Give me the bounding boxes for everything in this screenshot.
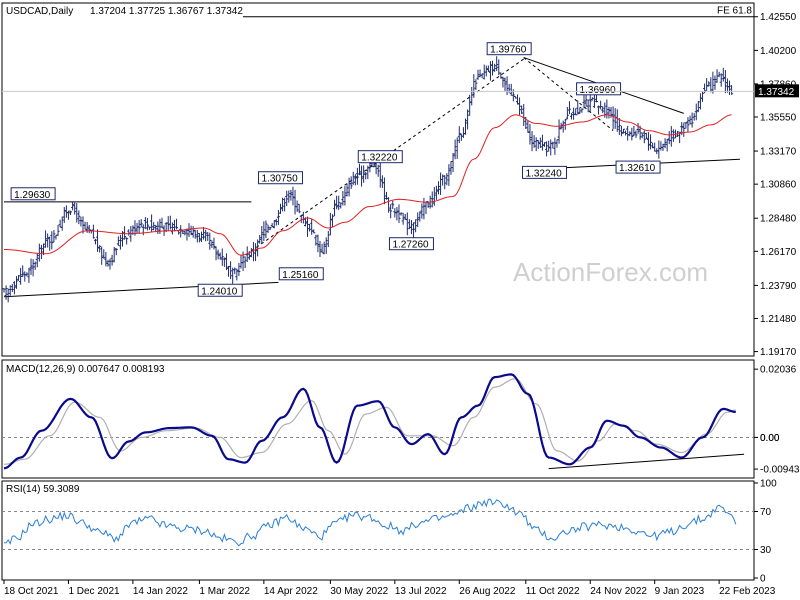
price-panel: ActionForex.com 1.425501.402001.378601.3…	[1, 2, 799, 358]
price-y-tick-label-0: 1.42550	[760, 12, 797, 23]
annotation-label-1: 1.24010	[201, 286, 238, 297]
rsi-y-axis: 100 70 30 0	[754, 479, 777, 585]
price-y-tick-label-8: 1.23790	[760, 281, 797, 292]
rsi-y-tick-label-3: 0	[760, 574, 766, 585]
x-tick-label-3: 1 Mar 2022	[199, 586, 250, 597]
header-symbol: USDCAD,Daily	[6, 6, 73, 17]
price-y-tick-label-4: 1.33170	[760, 147, 797, 158]
price-y-tick-label-5: 1.30860	[760, 180, 797, 191]
annotation-box-2	[257, 171, 303, 185]
sma-line	[4, 114, 732, 256]
x-tick-label-4: 14 Apr 2022	[264, 586, 318, 597]
macd-y-tick-label-1: 0.00	[760, 433, 780, 444]
rsi-panel: 100 70 30 0 RSI(14) 59.3089	[1, 479, 777, 585]
annotation-box-7	[522, 165, 568, 179]
x-axis: 18 Oct 2021 1 Dec 2021 14 Jan 2022 1 Mar 20…	[3, 580, 776, 597]
annotation-label-2: 1.30750	[261, 174, 298, 185]
price-y-tick-label-1: 1.40200	[760, 46, 797, 57]
annotation-label-7: 1.32240	[526, 168, 563, 179]
watermark: ActionForex.com	[513, 257, 708, 287]
header-ohlc: 1.37204 1.37725 1.36767 1.37342	[90, 6, 243, 17]
macd-signal-line	[3, 378, 736, 465]
macd-main-line	[3, 373, 736, 470]
rsi-y-tick-label-2: 30	[760, 545, 772, 556]
price-panel-frame	[1, 2, 755, 357]
price-y-tick-label-6: 1.28480	[760, 214, 797, 225]
rsi-y-tick-label-0: 100	[760, 479, 777, 490]
macd-trendline	[548, 453, 745, 470]
annotation-box-1	[197, 283, 243, 297]
x-tick-label-0: 18 Oct 2021	[4, 586, 59, 597]
annotation-label-4: 1.32220	[361, 153, 398, 164]
current-price-tag	[755, 84, 799, 98]
x-tick-label-7: 26 Aug 2022	[459, 586, 516, 597]
price-y-tick-label-7: 1.26170	[760, 247, 797, 258]
price-y-tick-label-10: 1.19170	[760, 347, 797, 358]
annotation-box-6	[486, 42, 532, 56]
macd-panel-frame	[1, 359, 755, 479]
x-tick-label-5: 30 May 2022	[330, 586, 388, 597]
macd-y-tick-label-3: -0.009438	[760, 465, 800, 476]
rsi-panel-frame	[1, 480, 755, 581]
price-y-tick-label-3: 1.35550	[760, 112, 797, 123]
rsi-y-tick-label-1: 70	[760, 507, 772, 518]
x-tick-label-11: 22 Feb 2023	[719, 586, 776, 597]
annotation-label-8: 1.36960	[580, 85, 617, 96]
x-tick-label-2: 14 Jan 2022	[133, 586, 188, 597]
trendline-4	[523, 57, 614, 131]
annotation-label-6: 1.39760	[490, 45, 527, 56]
annotation-box-0	[10, 187, 56, 201]
x-tick-label-8: 11 Oct 2022	[526, 586, 580, 597]
x-tick-label-1: 1 Dec 2021	[68, 586, 120, 597]
annotation-label-3: 1.25160	[282, 270, 319, 281]
fe-label: FE 61.8	[717, 6, 752, 17]
annotation-label-0: 1.29630	[14, 190, 51, 201]
x-tick-label-6: 13 Jul 2022	[395, 586, 447, 597]
macd-y-tick-label-2: 0.00	[760, 433, 780, 444]
annotation-box-9	[615, 160, 661, 174]
x-tick-label-10: 9 Jan 2023	[655, 586, 705, 597]
annotation-label-9: 1.32610	[619, 163, 656, 174]
rsi-title: RSI(14) 59.3089	[6, 484, 80, 495]
price-y-axis: 1.425501.402001.378601.355501.331701.308…	[754, 12, 797, 358]
price-y-tick-label-9: 1.21480	[760, 314, 797, 325]
annotation-box-4	[357, 150, 403, 164]
annotation-box-3	[278, 267, 324, 281]
price-bars	[2, 56, 734, 303]
macd-y-tick-label-0: 0.02036	[760, 365, 797, 376]
annotation-box-5	[388, 237, 434, 251]
macd-title: MACD(12,26,9) 0.007647 0.008193	[6, 364, 165, 375]
x-tick-label-9: 24 Nov 2022	[590, 586, 647, 597]
rsi-line	[4, 498, 737, 547]
annotation-label-5: 1.27260	[392, 240, 429, 251]
current-price-label: 1.37342	[758, 87, 795, 98]
